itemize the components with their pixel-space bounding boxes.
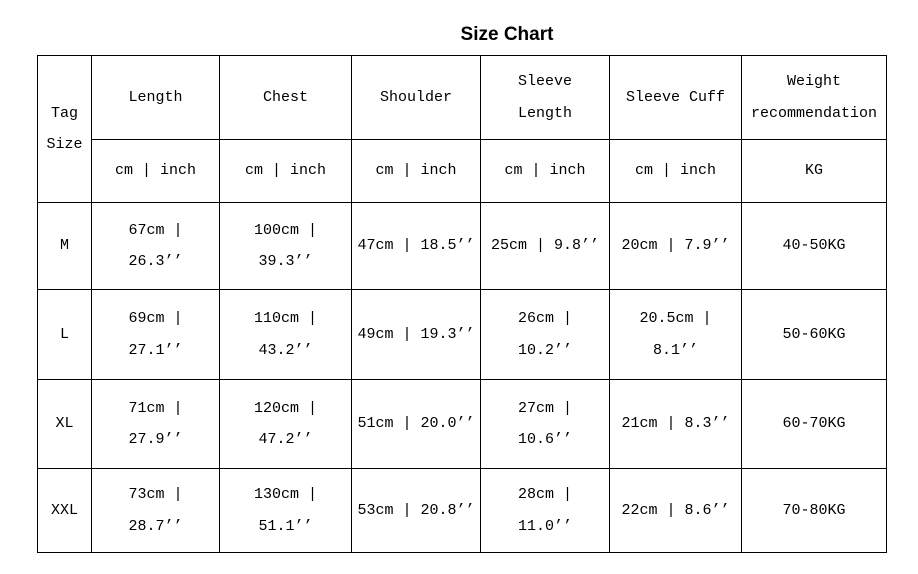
measurement-cell-length: 71cm | 27.9’’ bbox=[91, 379, 220, 469]
measurement-cell-sleeve-length: 28cm | 11.0’’ bbox=[480, 468, 610, 553]
column-header-chest: Chest bbox=[219, 55, 352, 140]
unit-cell-shoulder: cm | inch bbox=[351, 139, 481, 203]
column-header-sleeve-length: Sleeve Length bbox=[480, 55, 610, 140]
table-row-size-xl: XL 71cm | 27.9’’ 120cm | 47.2’’ 51cm | 2… bbox=[37, 379, 887, 469]
row-label-size: L bbox=[37, 289, 92, 380]
table-row-size-xxl: XXL 73cm | 28.7’’ 130cm | 51.1’’ 53cm | … bbox=[37, 468, 887, 553]
unit-cell-sleeve-length: cm | inch bbox=[480, 139, 610, 203]
column-header-length: Length bbox=[91, 55, 220, 140]
measurement-cell-length: 69cm | 27.1’’ bbox=[91, 289, 220, 380]
measurement-cell-weight: 60-70KG bbox=[741, 379, 887, 469]
measurement-cell-sleeve-cuff: 21cm | 8.3’’ bbox=[609, 379, 742, 469]
measurement-cell-shoulder: 51cm | 20.0’’ bbox=[351, 379, 481, 469]
measurement-cell-chest: 120cm | 47.2’’ bbox=[219, 379, 352, 469]
row-label-size: XXL bbox=[37, 468, 92, 553]
size-chart-table: Tag Size Length Chest Shoulder Sleeve Le… bbox=[37, 55, 887, 553]
page-title: Size Chart bbox=[460, 24, 554, 45]
measurement-cell-sleeve-length: 25cm | 9.8’’ bbox=[480, 202, 610, 290]
measurement-cell-sleeve-cuff: 20cm | 7.9’’ bbox=[609, 202, 742, 290]
header-row-titles: Tag Size Length Chest Shoulder Sleeve Le… bbox=[37, 55, 887, 203]
measurement-cell-length: 73cm | 28.7’’ bbox=[91, 468, 220, 553]
unit-cell-sleeve-cuff: cm | inch bbox=[609, 139, 742, 203]
measurement-cell-shoulder: 49cm | 19.3’’ bbox=[351, 289, 481, 380]
unit-cell-length: cm | inch bbox=[91, 139, 220, 203]
measurement-cell-sleeve-cuff: 20.5cm | 8.1’’ bbox=[609, 289, 742, 380]
header-row-units: cm | inch cm | inch cm | inch cm | inch … bbox=[38, 139, 887, 203]
measurement-cell-chest: 110cm | 43.2’’ bbox=[219, 289, 352, 380]
column-header-shoulder: Shoulder bbox=[351, 55, 481, 140]
measurement-cell-chest: 130cm | 51.1’’ bbox=[219, 468, 352, 553]
measurement-cell-chest: 100cm | 39.3’’ bbox=[219, 202, 352, 290]
table-row-size-m: M 67cm | 26.3’’ 100cm | 39.3’’ 47cm | 18… bbox=[37, 202, 887, 290]
measurement-cell-weight: 50-60KG bbox=[741, 289, 887, 380]
unit-cell-weight: KG bbox=[741, 139, 887, 203]
row-label-size: XL bbox=[37, 379, 92, 469]
measurement-cell-length: 67cm | 26.3’’ bbox=[91, 202, 220, 290]
measurement-cell-sleeve-length: 27cm | 10.6’’ bbox=[480, 379, 610, 469]
unit-cell-chest: cm | inch bbox=[219, 139, 352, 203]
row-label-size: M bbox=[37, 202, 92, 290]
measurement-cell-weight: 40-50KG bbox=[741, 202, 887, 290]
corner-header-tag-size: Tag Size bbox=[37, 55, 92, 203]
column-header-sleeve-cuff: Sleeve Cuff bbox=[609, 55, 742, 140]
measurement-cell-weight: 70-80KG bbox=[741, 468, 887, 553]
column-header-weight-recommendation: Weight recommendation bbox=[741, 55, 887, 140]
measurement-cell-sleeve-length: 26cm | 10.2’’ bbox=[480, 289, 610, 380]
measurement-cell-sleeve-cuff: 22cm | 8.6’’ bbox=[609, 468, 742, 553]
table-row-size-l: L 69cm | 27.1’’ 110cm | 43.2’’ 49cm | 19… bbox=[37, 289, 887, 380]
measurement-cell-shoulder: 47cm | 18.5’’ bbox=[351, 202, 481, 290]
measurement-cell-shoulder: 53cm | 20.8’’ bbox=[351, 468, 481, 553]
